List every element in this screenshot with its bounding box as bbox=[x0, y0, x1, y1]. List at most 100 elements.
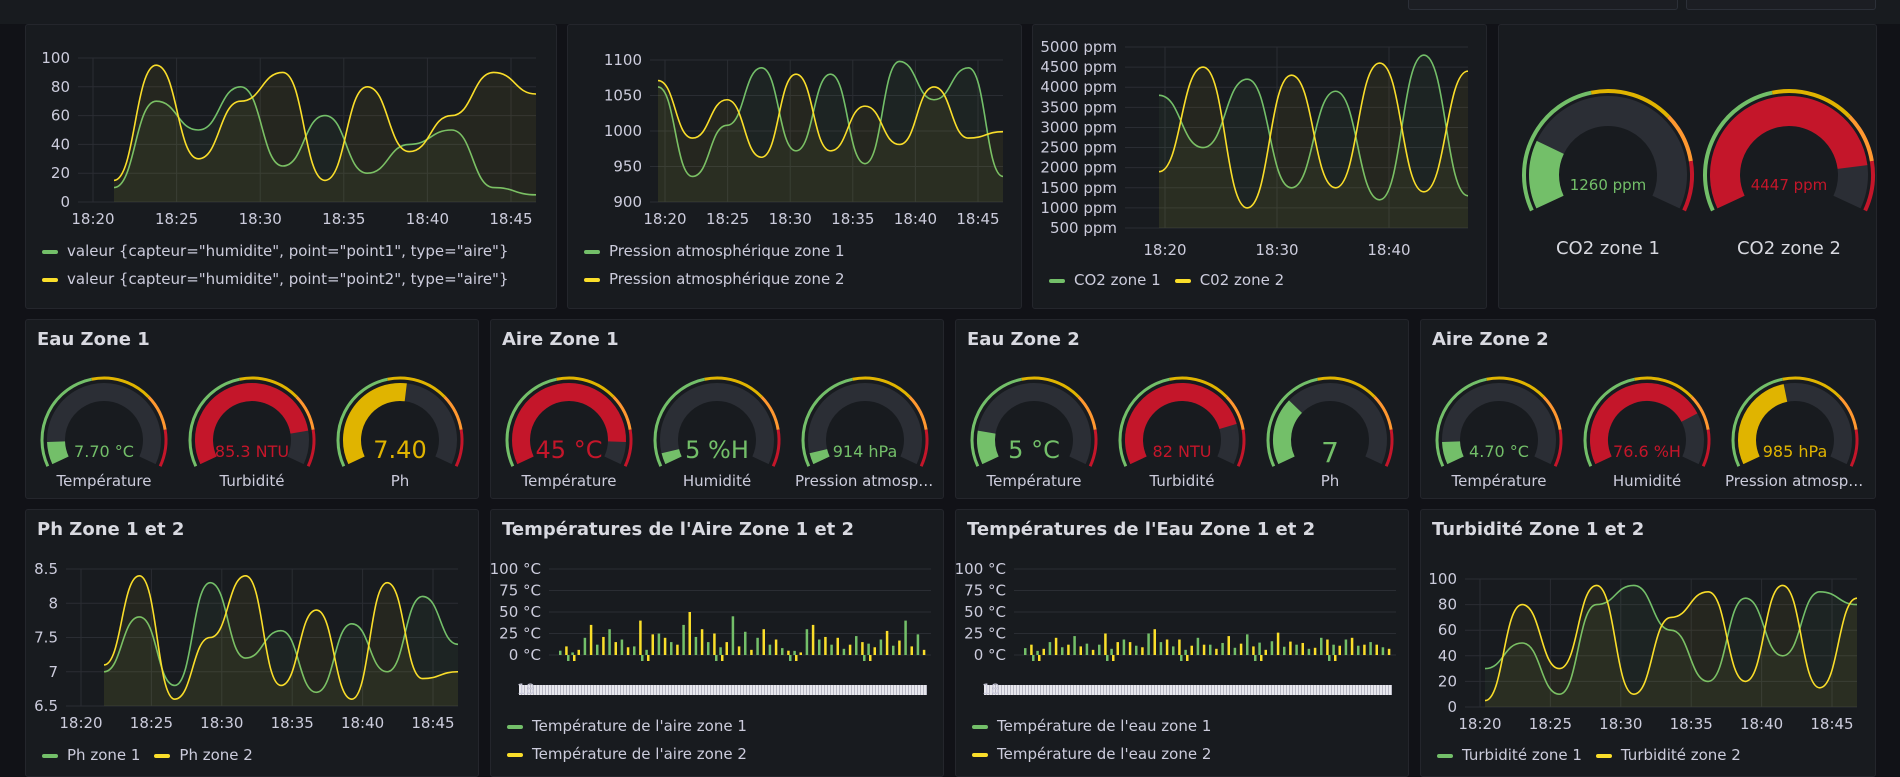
air-temp-bar-neg[interactable] bbox=[715, 655, 718, 661]
air-temp-bar-neg[interactable] bbox=[789, 655, 792, 661]
air-temp-bar[interactable] bbox=[639, 620, 642, 655]
water-temp-bar[interactable] bbox=[1375, 644, 1379, 655]
air-temp-bar[interactable] bbox=[793, 650, 796, 655]
pressure-series-2[interactable] bbox=[657, 73, 1004, 159]
water-temp-bar[interactable] bbox=[1307, 648, 1311, 655]
water-temp-bar[interactable] bbox=[1048, 642, 1052, 655]
water-temp-bar[interactable] bbox=[1326, 639, 1329, 655]
air-temp-bar[interactable] bbox=[700, 629, 704, 655]
air-temp-bar[interactable] bbox=[824, 636, 827, 655]
water-temp-bar[interactable] bbox=[1061, 647, 1064, 655]
water-temp-bar[interactable] bbox=[1110, 648, 1113, 655]
air-temp-bar[interactable] bbox=[750, 649, 753, 655]
water-temp-bar[interactable] bbox=[1258, 642, 1261, 655]
water-temp-bar[interactable] bbox=[1190, 645, 1194, 655]
water-temp-bar[interactable] bbox=[1289, 641, 1292, 655]
panel-gauges-3[interactable]: Eau Zone 2 5 °C Température 82 NTU Turbid… bbox=[955, 319, 1409, 499]
air-temp-bar[interactable] bbox=[713, 633, 716, 656]
legend-item-turbidity-zone1[interactable]: Turbidité zone 1 bbox=[1437, 746, 1582, 764]
air-temp-bar-neg[interactable] bbox=[863, 655, 866, 661]
air-temp-bar[interactable] bbox=[898, 640, 901, 655]
water-temp-bar-neg[interactable] bbox=[1112, 655, 1115, 661]
air-temp-bar[interactable] bbox=[787, 650, 790, 655]
water-temp-bar[interactable] bbox=[1073, 636, 1076, 655]
air-temp-bar[interactable] bbox=[725, 642, 729, 655]
air-temp-bar[interactable] bbox=[861, 642, 864, 655]
legend-item-turbidity-zone2[interactable]: Turbidité zone 2 bbox=[1595, 746, 1741, 764]
air-temp-bar[interactable] bbox=[663, 637, 667, 655]
co2-series-1[interactable] bbox=[1158, 54, 1469, 201]
ph-series-2[interactable] bbox=[103, 575, 459, 700]
panel-gauges-4[interactable]: Aire Zone 2 4.70 °C Température 76.6 %H H… bbox=[1420, 319, 1876, 499]
turbidity-series-1[interactable] bbox=[1484, 584, 1858, 696]
panel-humidity-chart[interactable]: 100 80 60 40 20 0 18:20 18:25 18:30 18:35 18:40 18:… bbox=[25, 24, 557, 309]
water-temp-bar[interactable] bbox=[1091, 649, 1095, 655]
air-temp-bar[interactable] bbox=[626, 647, 630, 655]
panel-ph-chart[interactable]: Ph Zone 1 et 2 8.5 8 7.5 7 6.5 18:20 18:25 18:3… bbox=[25, 509, 479, 777]
panel-turbidity-chart[interactable]: Turbidité Zone 1 et 2 100 80 60 40 20 0 18:20 1… bbox=[1420, 509, 1876, 777]
air-temp-bar[interactable] bbox=[707, 642, 710, 655]
air-temp-bar-neg[interactable] bbox=[647, 655, 650, 661]
air-temp-bar[interactable] bbox=[842, 648, 846, 655]
air-temp-bar[interactable] bbox=[922, 649, 926, 655]
legend-item-humidity-point1[interactable]: valeur {capteur="humidite", point="point… bbox=[42, 242, 509, 260]
water-temp-bar[interactable] bbox=[1172, 646, 1175, 655]
water-temp-bar[interactable] bbox=[1332, 644, 1335, 655]
air-temp-bar[interactable] bbox=[620, 639, 624, 655]
water-temp-bar[interactable] bbox=[1067, 644, 1070, 655]
water-temp-bar[interactable] bbox=[1104, 633, 1107, 656]
panel-gauges-1[interactable]: Eau Zone 1 7.70 °C Température 85.3 NTU T… bbox=[25, 319, 479, 499]
water-temp-bar[interactable] bbox=[1363, 644, 1366, 655]
water-temp-bar[interactable] bbox=[1178, 639, 1181, 655]
air-temp-bar[interactable] bbox=[657, 633, 661, 656]
air-temp-bar[interactable] bbox=[811, 624, 815, 655]
water-temp-bar[interactable] bbox=[1270, 641, 1274, 655]
water-temp-bar[interactable] bbox=[1159, 642, 1163, 655]
water-temp-bar[interactable] bbox=[1042, 648, 1046, 655]
water-temp-bar[interactable] bbox=[1135, 645, 1138, 655]
panel-pressure-chart[interactable]: 1100 1050 1000 950 900 18:20 18:25 18:30 18:35 18… bbox=[567, 24, 1022, 309]
water-temp-bar[interactable] bbox=[1079, 646, 1083, 655]
water-temp-bar[interactable] bbox=[1196, 637, 1200, 655]
water-temp-bar-neg[interactable] bbox=[1032, 655, 1035, 661]
air-temp-bar[interactable] bbox=[879, 639, 883, 655]
water-temp-bar-neg[interactable] bbox=[1186, 655, 1189, 661]
water-temp-bar[interactable] bbox=[1054, 637, 1058, 655]
air-temp-bar-neg[interactable] bbox=[573, 655, 576, 661]
air-temp-bar[interactable] bbox=[651, 634, 655, 655]
water-temp-bar[interactable] bbox=[1165, 639, 1169, 655]
air-temp-bar-neg[interactable] bbox=[869, 655, 872, 661]
air-temp-bar[interactable] bbox=[694, 636, 698, 655]
water-temp-bar-neg[interactable] bbox=[1106, 655, 1109, 661]
air-temp-bar[interactable] bbox=[596, 644, 599, 655]
water-temp-bar[interactable] bbox=[1184, 649, 1187, 655]
air-temp-bar[interactable] bbox=[774, 639, 778, 655]
legend-item-air-zone1[interactable]: Température de l'aire zone 1 bbox=[507, 717, 747, 735]
water-temp-bar[interactable] bbox=[1215, 648, 1218, 655]
air-temp-bar[interactable] bbox=[830, 644, 833, 655]
air-temp-bar[interactable] bbox=[916, 634, 920, 655]
water-temp-bar[interactable] bbox=[1357, 645, 1360, 655]
water-temp-bar-neg[interactable] bbox=[1038, 655, 1041, 661]
legend-item-humidity-point2[interactable]: valeur {capteur="humidite", point="point… bbox=[42, 270, 509, 288]
water-temp-bar[interactable] bbox=[1239, 643, 1243, 655]
air-temp-bar[interactable] bbox=[781, 648, 784, 655]
water-temp-bar[interactable] bbox=[1209, 644, 1212, 655]
water-temp-bar[interactable] bbox=[1221, 642, 1224, 655]
legend-item-pressure-zone2[interactable]: Pression atmosphérique zone 2 bbox=[584, 270, 845, 288]
air-temp-bar[interactable] bbox=[602, 636, 605, 655]
water-temp-bar[interactable] bbox=[1283, 646, 1286, 655]
water-temp-bar[interactable] bbox=[1295, 644, 1298, 655]
water-temp-bar[interactable] bbox=[1313, 647, 1317, 655]
water-temp-bar[interactable] bbox=[1227, 636, 1231, 655]
water-temp-bar-neg[interactable] bbox=[1334, 655, 1337, 661]
air-temp-bar[interactable] bbox=[589, 624, 593, 655]
air-temp-bar[interactable] bbox=[904, 620, 907, 655]
air-temp-bar[interactable] bbox=[818, 639, 821, 655]
air-temp-bar[interactable] bbox=[848, 644, 852, 655]
air-temp-bar[interactable] bbox=[565, 646, 568, 655]
air-temp-bar[interactable] bbox=[885, 630, 889, 655]
water-temp-bar[interactable] bbox=[1147, 633, 1150, 656]
air-temp-bar[interactable] bbox=[719, 647, 722, 655]
water-temp-bar[interactable] bbox=[1320, 637, 1323, 655]
